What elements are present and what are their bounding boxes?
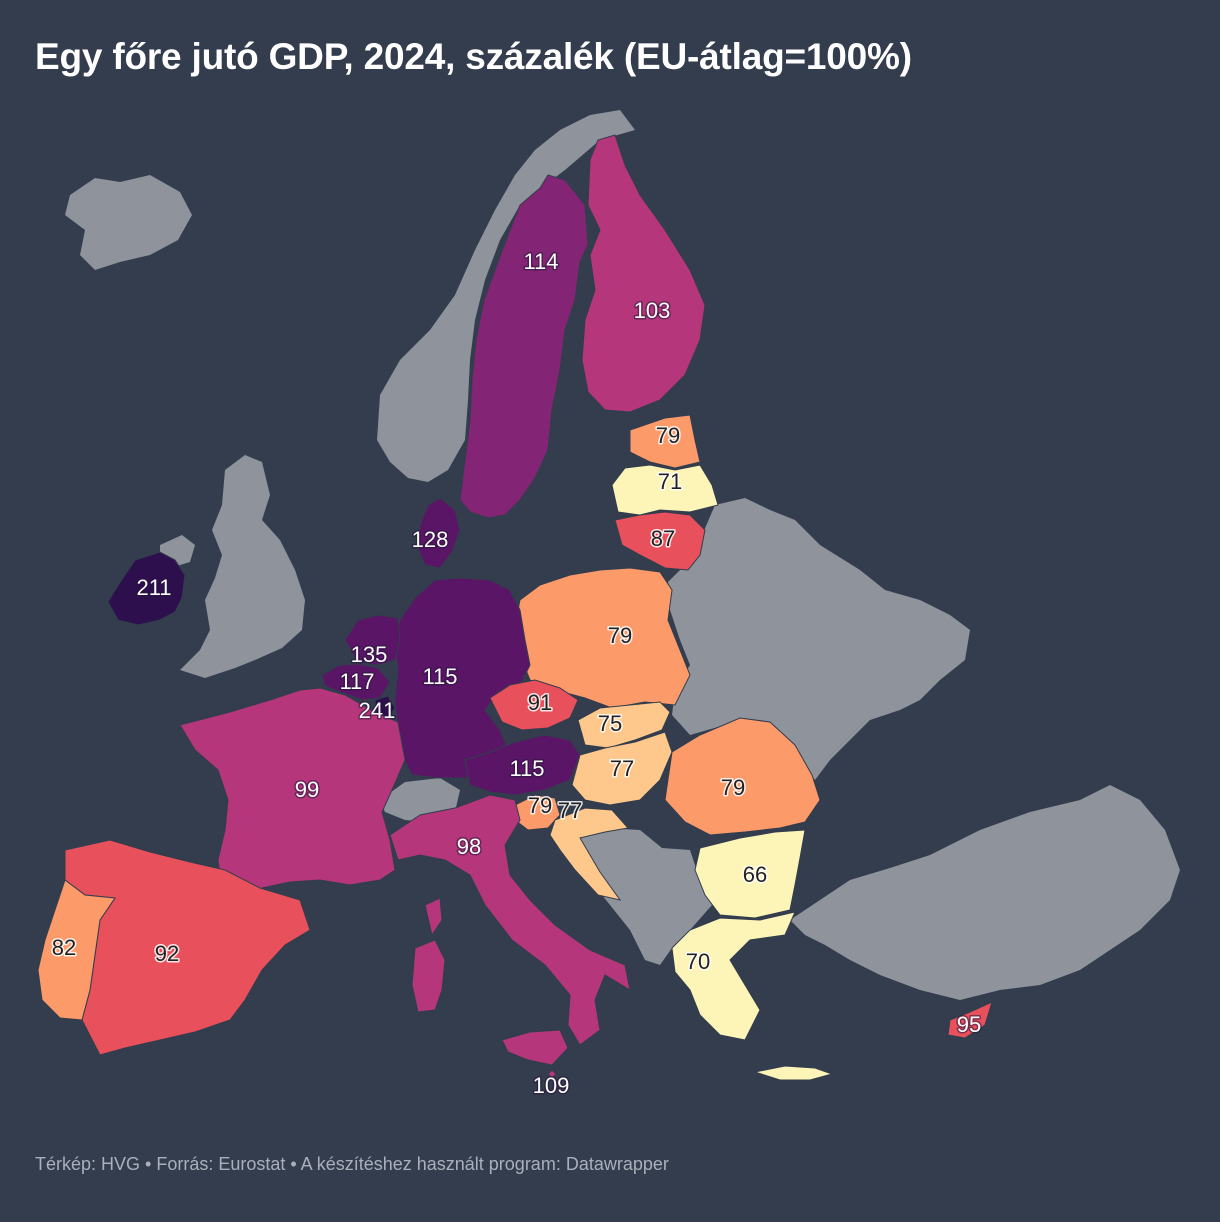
value-label-czechia: 91 xyxy=(528,690,552,715)
value-label-austria: 115 xyxy=(509,756,544,781)
value-label-luxembourg: 241 xyxy=(359,698,396,723)
country-shape-france xyxy=(179,687,406,901)
value-label-slovakia: 75 xyxy=(598,711,622,736)
value-label-germany: 115 xyxy=(422,664,457,689)
eu-countries xyxy=(37,134,993,1081)
value-label-estonia: 79 xyxy=(656,423,680,448)
country-shape-latvia xyxy=(611,464,719,516)
value-label-italy: 98 xyxy=(457,834,481,859)
country-shape-poland xyxy=(514,567,691,709)
value-label-croatia: 77 xyxy=(558,798,582,823)
value-label-ireland: 211 xyxy=(136,575,171,600)
country-shape-sicily xyxy=(501,1029,569,1066)
country-shape-corsica xyxy=(424,897,443,937)
country-shape-hungary xyxy=(571,731,673,806)
country-shape-greece xyxy=(671,911,796,1041)
value-label-netherlands: 135 xyxy=(351,642,388,667)
value-label-bulgaria: 66 xyxy=(743,862,767,887)
country-shape-sweden xyxy=(459,174,589,519)
country-shape-romania xyxy=(664,717,821,836)
country-shape-portugal xyxy=(37,879,116,1021)
country-shape-italy xyxy=(389,794,631,1046)
value-labels: 211 241 135 128 117 115 115 114 109 103 … xyxy=(50,247,982,1099)
value-label-poland: 79 xyxy=(608,623,632,648)
country-shape-slovakia xyxy=(577,701,671,749)
uk-shape xyxy=(180,455,305,678)
country-shape-bulgaria xyxy=(694,829,806,919)
value-label-sweden: 114 xyxy=(523,249,558,274)
country-shape-ireland xyxy=(107,551,186,626)
non-eu-landmasses xyxy=(65,110,1180,1000)
eastern-europe-shape xyxy=(668,498,970,780)
value-label-malta: 109 xyxy=(533,1073,570,1098)
country-shape-estonia xyxy=(629,414,701,469)
country-shape-czechia xyxy=(489,679,579,731)
country-shape-croatia xyxy=(549,807,629,901)
chart-title: Egy főre jutó GDP, 2024, százalék (EU-át… xyxy=(35,36,912,77)
country-shape-sardinia xyxy=(411,939,446,1013)
value-label-portugal: 82 xyxy=(52,935,76,960)
country-shape-lithuania xyxy=(614,511,706,571)
country-shape-austria xyxy=(464,734,581,796)
value-label-finland: 103 xyxy=(634,298,671,323)
value-label-denmark: 128 xyxy=(412,527,449,552)
country-shape-netherlands xyxy=(344,614,401,666)
value-label-greece: 70 xyxy=(686,949,710,974)
country-shape-crete xyxy=(753,1065,834,1081)
country-shape-denmark xyxy=(417,497,461,569)
value-label-lithuania: 87 xyxy=(651,526,675,551)
balkans-shape xyxy=(565,828,712,965)
country-shape-belgium xyxy=(321,663,391,701)
value-label-cyprus: 95 xyxy=(957,1012,981,1037)
country-shape-luxembourg xyxy=(374,695,396,719)
value-label-spain: 92 xyxy=(155,941,179,966)
country-shape-finland xyxy=(581,134,706,413)
country-shape-cyprus xyxy=(947,1001,993,1039)
norway-shape xyxy=(377,110,635,482)
iceland-shape xyxy=(65,175,192,270)
source-footer: Térkép: HVG • Forrás: Eurostat • A készí… xyxy=(35,1154,669,1174)
value-label-hungary: 77 xyxy=(610,756,634,781)
turkey-shape xyxy=(790,785,1180,1000)
value-label-belgium: 117 xyxy=(339,669,374,694)
value-label-slovenia: 79 xyxy=(528,793,552,818)
country-shape-malta xyxy=(547,1069,557,1079)
value-label-romania: 79 xyxy=(721,775,745,800)
value-label-france: 99 xyxy=(295,777,319,802)
value-label-latvia: 71 xyxy=(658,469,682,494)
